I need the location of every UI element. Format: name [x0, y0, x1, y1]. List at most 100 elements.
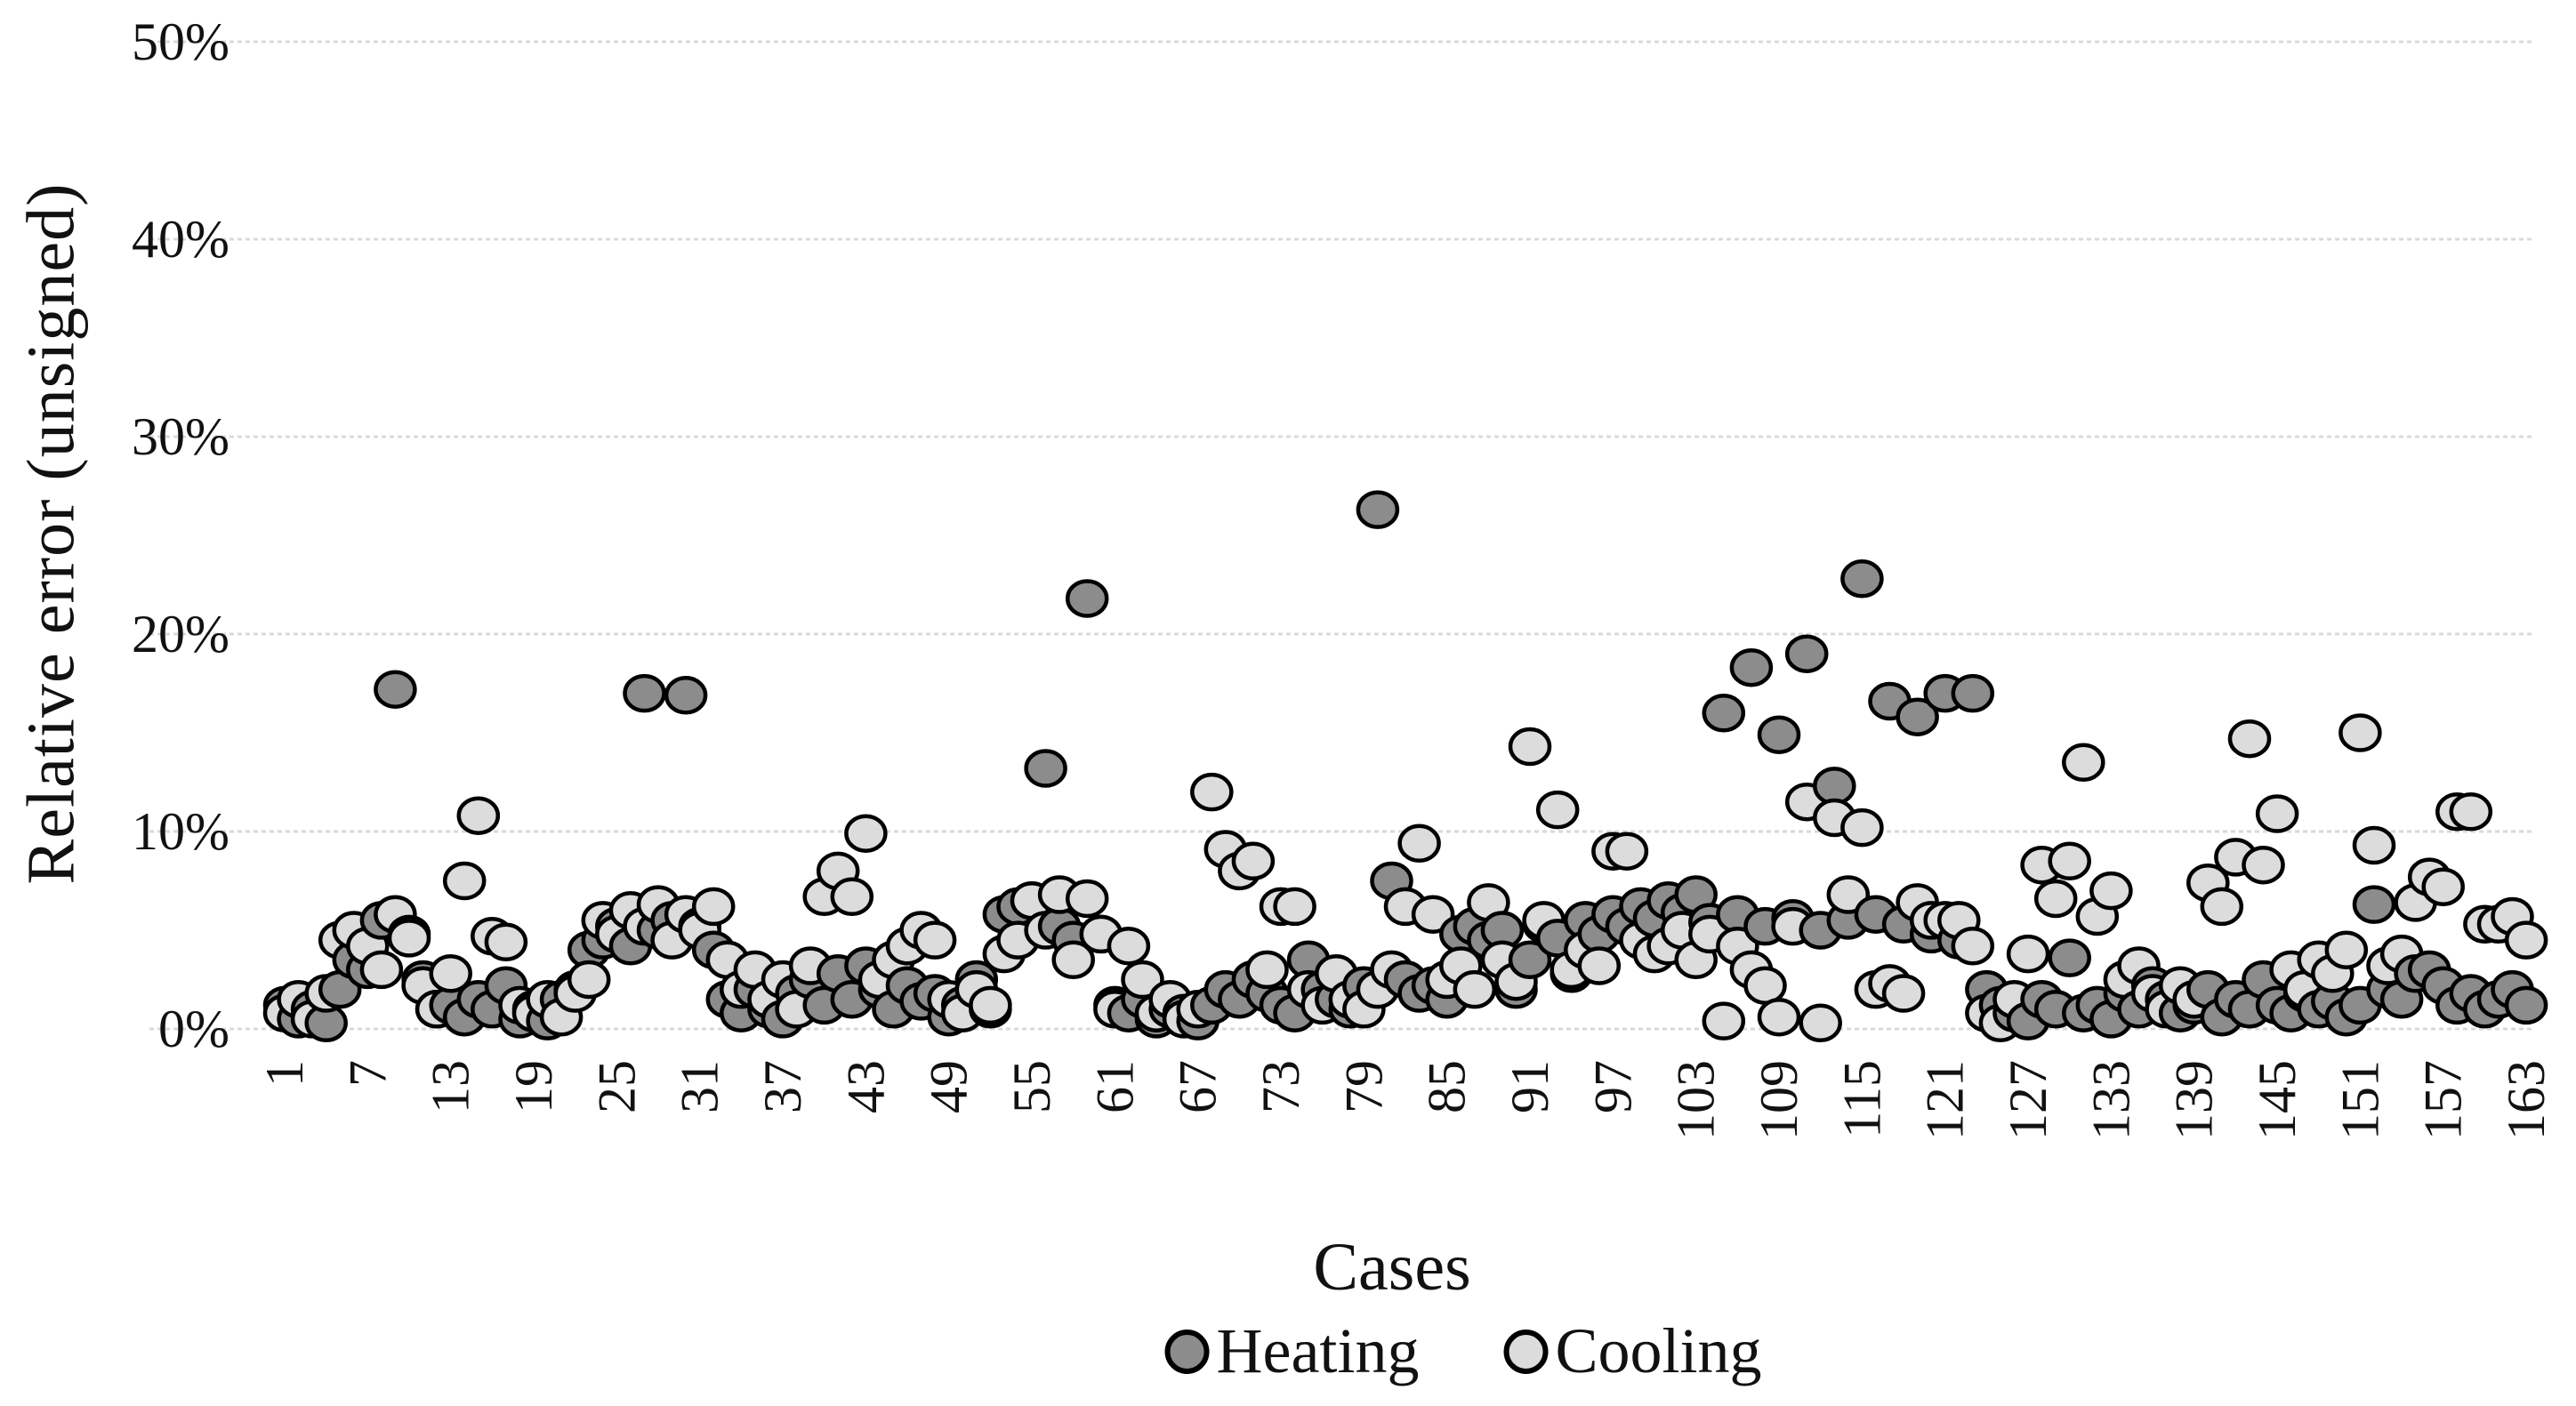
cooling-point-case-42	[830, 877, 874, 917]
cooling-point-case-14	[442, 861, 487, 901]
x-tick-label-31: 31	[671, 1060, 729, 1113]
heating-marker-icon	[1164, 1329, 1210, 1374]
heating-point-case-105	[1702, 694, 1746, 733]
cooling-point-case-74	[1273, 887, 1316, 927]
cooling-point-case-144	[2242, 845, 2285, 885]
cooling-point-case-127	[2006, 934, 2050, 974]
cooling-point-case-141	[2200, 887, 2244, 927]
cooling-point-case-129	[2033, 879, 2078, 919]
x-tick-label-25: 25	[587, 1060, 646, 1113]
gridlines	[149, 40, 2533, 1031]
heating-point-case-115	[1840, 559, 1884, 599]
cooling-point-case-123	[1951, 927, 1995, 966]
x-tick-label-73: 73	[1252, 1060, 1310, 1113]
cooling-point-case-62	[1107, 927, 1151, 966]
x-tick-label-13: 13	[422, 1060, 480, 1113]
cooling-point-case-133	[2089, 871, 2133, 911]
cooling-point-case-115	[1840, 807, 1884, 848]
x-tick-label-97: 97	[1583, 1060, 1642, 1113]
cooling-point-case-68	[1190, 772, 1234, 812]
legend-item-cooling: Cooling	[1503, 1314, 1761, 1388]
cooling-point-case-98	[1605, 832, 1649, 871]
legend-label-heating: Heating	[1216, 1315, 1420, 1386]
y-tick-label-10%: 10%	[132, 802, 229, 861]
chart-legend: Heating Cooling	[1164, 1314, 1761, 1388]
heating-point-case-109	[1757, 715, 1801, 754]
heating-point-case-119	[1896, 697, 1939, 736]
cooling-point-case-96	[1577, 946, 1622, 985]
data-points	[262, 490, 2548, 1043]
cooling-point-case-143	[2227, 719, 2272, 759]
y-axis-title: Relative error (unsigned)	[13, 182, 89, 885]
heating-point-case-130	[2048, 938, 2091, 977]
cooling-point-case-130	[2048, 841, 2091, 881]
x-tick-label-61: 61	[1085, 1060, 1144, 1113]
legend-item-heating: Heating	[1164, 1314, 1420, 1388]
cooling-point-case-43	[844, 814, 888, 853]
cooling-point-case-8	[359, 950, 404, 990]
cooling-point-case-145	[2255, 794, 2299, 833]
x-tick-label-115: 115	[1832, 1060, 1891, 1138]
cooling-point-case-87	[1453, 969, 1497, 1009]
x-tick-label-19: 19	[504, 1060, 563, 1113]
x-tick-label-109: 109	[1750, 1060, 1808, 1140]
heating-point-case-30	[664, 676, 708, 715]
y-axis-tick-labels: 0% 10% 20% 30% 40% 50%	[132, 12, 229, 1058]
cooling-point-case-13	[429, 954, 472, 993]
cooling-point-case-58	[1051, 940, 1095, 980]
y-tick-label-20%: 20%	[132, 605, 229, 663]
cooling-point-case-105	[1702, 1001, 1746, 1040]
y-tick-label-50%: 50%	[132, 12, 229, 71]
cooling-point-case-112	[1799, 1003, 1842, 1043]
x-tick-label-1: 1	[255, 1060, 314, 1087]
cooling-point-case-163	[2504, 920, 2548, 960]
cooling-point-case-109	[1757, 997, 1801, 1037]
cooling-point-case-17	[484, 922, 528, 962]
heating-point-case-59	[1065, 579, 1109, 618]
x-tick-label-43: 43	[836, 1060, 895, 1113]
cooling-point-case-131	[2062, 743, 2105, 783]
x-tick-label-157: 157	[2414, 1060, 2473, 1140]
cooling-point-case-48	[913, 920, 957, 960]
heating-point-case-113	[1813, 767, 1856, 806]
cooling-point-case-114	[1826, 875, 1871, 914]
heating-point-case-111	[1784, 634, 1829, 673]
cooling-point-case-159	[2449, 792, 2493, 832]
x-tick-label-145: 145	[2248, 1060, 2306, 1140]
cooling-point-case-91	[1508, 727, 1552, 767]
cooling-point-case-157	[2421, 867, 2465, 906]
x-tick-label-163: 163	[2497, 1060, 2556, 1140]
heating-point-case-9	[374, 670, 417, 709]
cooling-point-case-84	[1411, 895, 1455, 934]
cooling-point-case-151	[2339, 713, 2382, 752]
cooling-point-case-52	[969, 985, 1012, 1025]
x-tick-label-85: 85	[1418, 1060, 1477, 1113]
x-tick-label-7: 7	[338, 1060, 397, 1087]
x-tick-label-121: 121	[1916, 1060, 1975, 1140]
heating-point-case-107	[1729, 647, 1774, 687]
cooling-point-case-23	[567, 960, 611, 1000]
heating-point-case-80	[1356, 490, 1400, 529]
legend-label-cooling: Cooling	[1555, 1315, 1762, 1386]
x-tick-label-133: 133	[2081, 1060, 2140, 1140]
cooling-point-case-108	[1743, 966, 1787, 1005]
x-tick-label-55: 55	[1002, 1060, 1061, 1113]
cooling-marker-icon	[1503, 1329, 1549, 1374]
cooling-point-case-63	[1121, 960, 1164, 1000]
cooling-point-case-15	[456, 796, 501, 835]
cooling-point-case-152	[2352, 825, 2396, 865]
heating-point-case-123	[1951, 673, 1995, 713]
cooling-point-case-83	[1397, 824, 1441, 864]
heating-point-case-152	[2352, 885, 2396, 924]
x-tick-label-91: 91	[1501, 1060, 1559, 1113]
cooling-point-case-72	[1245, 950, 1289, 990]
cooling-point-case-71	[1231, 841, 1276, 881]
x-tick-label-103: 103	[1667, 1060, 1726, 1140]
x-tick-label-79: 79	[1334, 1060, 1393, 1113]
x-axis-tick-labels: 1 7 13 19 25 31 37 43 49 55 61 67 73 79 85 91 97 103 109 11…	[255, 1060, 2556, 1140]
cooling-point-case-118	[1881, 974, 1926, 1013]
heating-point-case-27	[623, 673, 666, 713]
cooling-point-case-150	[2324, 930, 2369, 969]
cooling-point-case-93	[1535, 790, 1580, 830]
